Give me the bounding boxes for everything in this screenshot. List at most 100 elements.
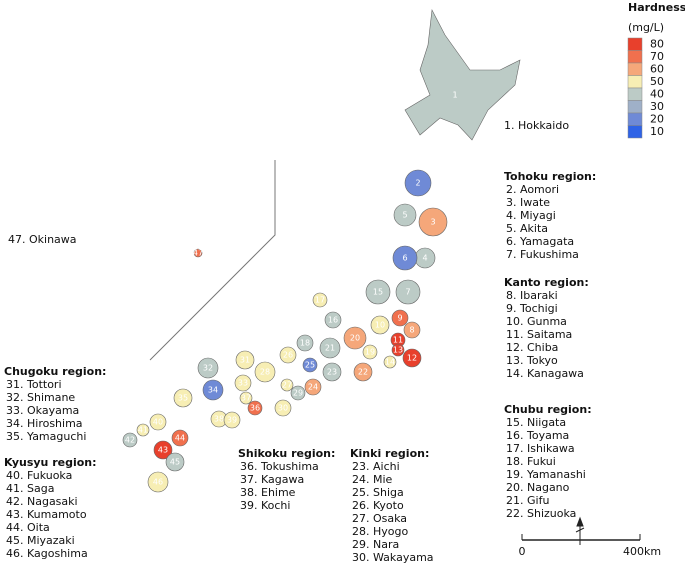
prefecture (404, 169, 432, 197)
prefecture (234, 374, 252, 392)
prefecture (193, 248, 203, 258)
region-item: 21. Gifu (506, 494, 549, 507)
legend-swatch (627, 50, 643, 64)
prefecture-label: 17 (315, 296, 325, 305)
legend-swatch (627, 37, 643, 51)
region-item: 12. Chiba (506, 341, 558, 354)
prefecture (149, 413, 167, 431)
prefecture (165, 452, 185, 472)
prefecture-label: 47 (193, 249, 203, 258)
region-item: 10. Gunma (506, 315, 567, 328)
region-item: 24. Mie (352, 473, 393, 486)
prefecture (392, 245, 418, 271)
prefecture-label: 22 (358, 368, 368, 377)
region-item: 31. Tottori (6, 378, 62, 391)
region-item: 5. Akita (506, 222, 548, 235)
prefecture-label: 1 (452, 91, 457, 100)
region-item: 18. Fukui (506, 455, 556, 468)
legend-swatch (627, 75, 643, 89)
region-item: 30. Wakayama (352, 551, 434, 564)
prefecture-label: 20 (350, 334, 360, 343)
region-item: 11. Saitama (506, 328, 572, 341)
region-title: Shikoku region: (238, 447, 335, 460)
region-item: 34. Hiroshima (6, 417, 83, 430)
prefecture (383, 355, 397, 369)
legend-label: 70 (650, 50, 664, 63)
prefecture-label: 23 (327, 368, 337, 377)
region-item: 7. Fukushima (506, 248, 579, 261)
region-item: 13. Tokyo (506, 354, 558, 367)
region-item: 43. Kumamoto (6, 508, 87, 521)
prefecture (418, 207, 448, 237)
prefecture-label: 15 (373, 288, 383, 297)
prefecture-label: 8 (409, 326, 414, 335)
prefecture (202, 379, 224, 401)
prefecture (153, 440, 173, 460)
prefecture (322, 362, 342, 382)
prefecture-label: 28 (260, 368, 270, 377)
prefecture-label: 14 (385, 358, 395, 367)
prefecture-label: 13 (393, 346, 403, 355)
region-item: 40. Fukuoka (6, 469, 72, 482)
prefecture-label: 36 (250, 404, 260, 413)
prefecture-label: 19 (365, 348, 375, 357)
region-item: 6. Yamagata (506, 235, 574, 248)
prefecture (173, 388, 193, 408)
prefecture (122, 432, 138, 448)
region-item: 3. Iwate (506, 196, 550, 209)
region-item: 26. Kyoto (352, 499, 404, 512)
prefecture (274, 399, 292, 417)
prefecture (239, 391, 253, 405)
prefecture (403, 321, 421, 339)
prefecture (223, 411, 241, 429)
prefecture (290, 385, 306, 401)
prefecture (391, 343, 405, 357)
prefecture (296, 334, 314, 352)
prefecture (393, 203, 417, 227)
prefecture-label: 42 (125, 436, 135, 445)
prefecture (235, 350, 255, 370)
prefecture-label: 43 (158, 446, 168, 455)
region-item: 19. Yamanashi (506, 468, 586, 481)
prefecture-label: 11 (393, 336, 403, 345)
legend-label: 10 (650, 125, 664, 138)
region-item: 44. Oita (6, 521, 50, 534)
region-item: 25. Shiga (352, 486, 404, 499)
hokkaido-note: 1. Hokkaido (504, 119, 569, 132)
prefecture (302, 357, 318, 373)
region-item: 8. Ibaraki (506, 289, 558, 302)
region-item: 4. Miyagi (506, 209, 556, 222)
region-item: 29. Nara (352, 538, 399, 551)
prefecture-label: 7 (405, 288, 410, 297)
region-item: 15. Niigata (506, 416, 566, 429)
prefecture-label: 35 (178, 394, 188, 403)
region-item: 17. Ishikawa (506, 442, 575, 455)
prefecture-label: 5 (402, 211, 407, 220)
region-item: 23. Aichi (352, 460, 400, 473)
prefecture-label: 16 (328, 316, 338, 325)
legend-label: 80 (650, 38, 664, 51)
prefecture-label: 10 (375, 321, 385, 330)
prefecture (254, 361, 276, 383)
prefecture (304, 378, 322, 396)
region-item: 46. Kagoshima (6, 547, 88, 560)
prefecture-label: 33 (238, 379, 248, 388)
prefecture (353, 362, 373, 382)
prefecture-label: 39 (227, 416, 237, 425)
legend-swatch (627, 87, 643, 101)
legend-label: 50 (650, 75, 664, 88)
region-item: 45. Miyazaki (6, 534, 75, 547)
region-item: 14. Kanagawa (506, 367, 584, 380)
scale-start: 0 (519, 545, 526, 558)
region-item: 37. Kagawa (240, 473, 304, 486)
prefecture (280, 378, 294, 392)
okinawa-note: 47. Okinawa (8, 233, 77, 246)
prefecture-label: 37 (241, 394, 251, 403)
prefecture-label: 34 (208, 386, 218, 395)
prefecture-label: 38 (214, 415, 224, 424)
prefecture-label: 21 (325, 344, 335, 353)
scale-end: 400km (623, 545, 661, 558)
prefecture-label: 40 (153, 418, 163, 427)
